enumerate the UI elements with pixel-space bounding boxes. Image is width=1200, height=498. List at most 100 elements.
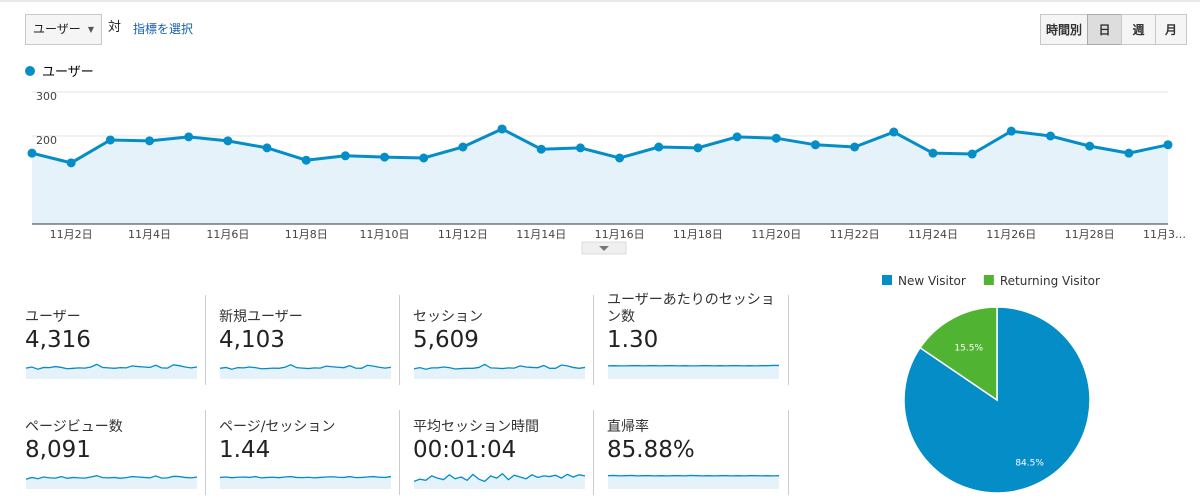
legend-swatch: [983, 275, 994, 285]
separator: [788, 295, 789, 385]
point: [145, 136, 155, 146]
x-tick-label: 11月8日: [285, 228, 328, 241]
separator: [399, 295, 400, 385]
metric-label: ユーザー: [25, 290, 203, 326]
point: [105, 135, 115, 145]
metric-tile: 平均セッション時間 00:01:04: [413, 400, 591, 490]
point: [575, 143, 585, 153]
month-button[interactable]: 月: [1155, 14, 1187, 45]
point: [654, 142, 664, 152]
pie-chart: New Visitor Returning Visitor 84.5% 15.5%: [882, 274, 1100, 494]
hourly-button[interactable]: 時間別: [1040, 14, 1088, 45]
separator: [205, 410, 206, 495]
legend-label: ユーザー: [42, 65, 94, 80]
metric-label: セッション: [413, 290, 591, 326]
week-button[interactable]: 週: [1121, 14, 1156, 45]
sparkline-area: [26, 475, 197, 489]
point: [458, 142, 468, 152]
x-tick-label: 11月6日: [206, 228, 249, 241]
point: [184, 132, 194, 142]
point: [1085, 141, 1095, 151]
metric-value: 1.30: [607, 327, 659, 353]
point: [419, 153, 429, 163]
metric-label: ページビュー数: [25, 400, 203, 436]
x-tick-label: 11月28日: [1065, 228, 1115, 241]
point: [340, 151, 350, 161]
sparkline-area: [414, 473, 585, 489]
dropdown-arrow: ▼: [87, 25, 94, 34]
x-tick-label: 11月12日: [438, 228, 488, 241]
metric-value: 1.44: [219, 437, 271, 463]
x-tick-label: 11月4日: [128, 228, 171, 241]
sparkline-area: [220, 476, 391, 489]
point: [732, 132, 742, 142]
metric-tile: ユーザーあたりのセッション数 1.30: [607, 290, 785, 380]
dropdown-text: ユーザー: [33, 22, 81, 36]
point: [928, 148, 938, 158]
y-tick-label: 300: [36, 90, 57, 103]
select-metric-link[interactable]: 指標を選択: [133, 22, 194, 36]
x-tick-label: 11月14日: [516, 228, 566, 241]
point: [536, 144, 546, 154]
x-tick-label: 11月22日: [830, 228, 880, 241]
x-tick-label: 11月2日: [50, 228, 93, 241]
metric-dropdown[interactable]: ユーザー ▼: [25, 14, 102, 45]
pie-label: 15.5%: [954, 344, 983, 354]
metric-value: 4,316: [25, 327, 91, 353]
sparkline-line: [413, 472, 586, 483]
point: [1124, 148, 1134, 158]
point: [1006, 126, 1016, 136]
sparkline-line: [25, 475, 198, 480]
point: [262, 143, 272, 153]
sparkline: [219, 475, 392, 489]
separator: [399, 410, 400, 495]
sparkline-line: [25, 363, 198, 370]
x-tick-label: 11月10日: [360, 228, 410, 241]
sparkline: [413, 363, 586, 379]
point: [850, 142, 860, 152]
metric-tile: 新規ユーザー 4,103: [219, 290, 397, 380]
point: [301, 155, 311, 165]
metric-value: 00:01:04: [413, 437, 517, 463]
sparkline: [219, 364, 392, 379]
sparkline: [607, 364, 779, 379]
metric-label-text: 平均セッション時間: [413, 419, 539, 435]
metric-value: 85.88%: [607, 437, 695, 463]
sparkline-area: [26, 364, 197, 379]
x-tick-label: 11月24日: [908, 228, 958, 241]
metric-label: 新規ユーザー: [219, 290, 397, 326]
pie-slice: [903, 306, 1091, 494]
legend-label: Returning Visitor: [1000, 274, 1100, 288]
versus-text: 対: [108, 20, 122, 35]
collapse-arrow: [599, 246, 609, 251]
point: [771, 133, 781, 143]
metric-value: 5,609: [413, 327, 479, 353]
area: [32, 128, 1168, 224]
point: [1163, 140, 1173, 150]
separator: [593, 295, 594, 385]
line: [31, 127, 1169, 165]
sparkline-line: [219, 475, 392, 479]
point: [27, 148, 37, 158]
sparkline-line: [219, 364, 392, 370]
point: [615, 153, 625, 163]
x-tick-label: 11月3…: [1143, 228, 1186, 241]
sparkline: [413, 472, 586, 489]
sparkline: [607, 474, 780, 489]
point: [66, 158, 76, 168]
y-tick-label: 200: [36, 134, 57, 147]
metric-label-text: 直帰率: [607, 419, 649, 435]
metric-tile: 直帰率 85.88%: [607, 400, 785, 490]
sparkline: [25, 475, 198, 489]
point: [497, 124, 507, 134]
metric-tile: ページビュー数 8,091: [25, 400, 203, 490]
metric-label: ユーザーあたりのセッション数: [607, 290, 785, 326]
day-button[interactable]: 日: [1087, 14, 1122, 45]
pie-slice: [919, 306, 998, 402]
metric-label-text: セッション: [413, 309, 483, 325]
sparkline-line: [413, 363, 586, 370]
pie-label: 84.5%: [1015, 459, 1044, 469]
metric-label: ページ/セッション: [219, 400, 397, 436]
separator: [593, 410, 594, 495]
